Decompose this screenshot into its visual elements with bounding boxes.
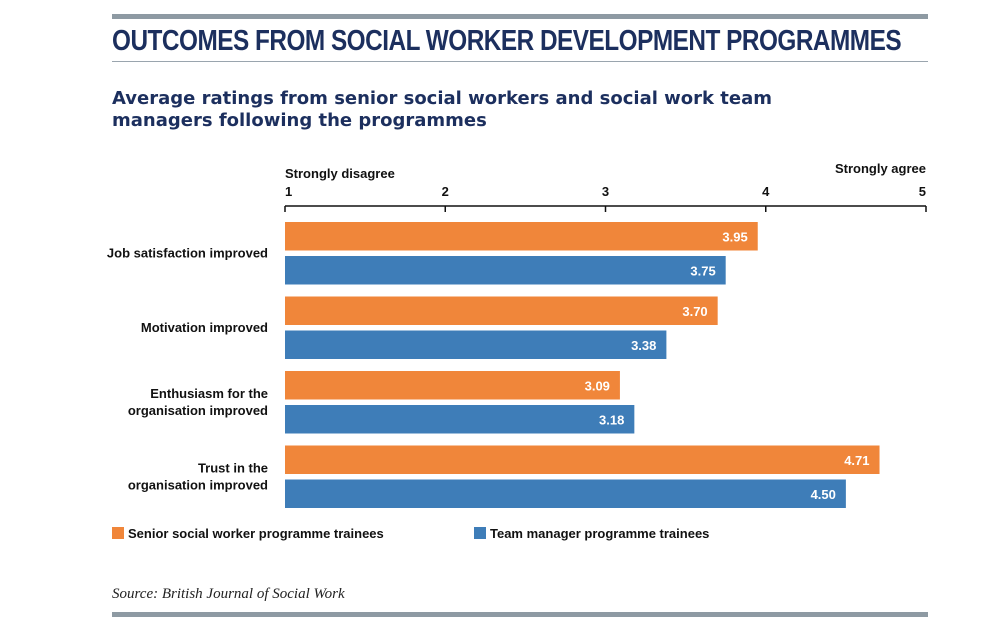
top-rule xyxy=(112,14,928,19)
data-label: 4.50 xyxy=(811,487,836,502)
category-label: organisation improved xyxy=(128,477,268,492)
legend-label: Team manager programme trainees xyxy=(490,526,709,541)
bar-manager xyxy=(285,479,846,508)
bar-chart: Strongly disagree Strongly agree 1 2 3 4 5 Job … xyxy=(107,161,927,541)
source-note: Source: British Journal of Social Work xyxy=(112,586,345,602)
category-label: Job satisfaction improved xyxy=(107,245,268,260)
data-label: 3.75 xyxy=(690,263,715,278)
x-tick-label: 3 xyxy=(602,184,609,199)
x-tick-label: 1 xyxy=(285,184,292,199)
scale-max-label: Strongly agree xyxy=(835,161,926,176)
data-label: 3.18 xyxy=(599,412,624,427)
data-label: 3.09 xyxy=(585,378,610,393)
category-label: organisation improved xyxy=(128,403,268,418)
data-label: 3.70 xyxy=(682,304,707,319)
legend-label: Senior social worker programme trainees xyxy=(128,526,384,541)
category-label: Trust in the xyxy=(198,460,268,475)
chart-title: OUTCOMES FROM SOCIAL WORKER DEVELOPMENT … xyxy=(112,25,902,57)
bar-senior xyxy=(285,371,620,400)
bottom-rule xyxy=(112,612,928,617)
bar-senior xyxy=(285,222,758,251)
x-tick-label: 4 xyxy=(762,184,770,199)
bar-manager xyxy=(285,330,667,359)
data-label: 3.95 xyxy=(722,229,747,244)
bar-manager xyxy=(285,256,726,285)
data-label: 3.38 xyxy=(631,338,656,353)
bar-manager xyxy=(285,405,635,434)
title-divider xyxy=(112,61,928,62)
bar-senior xyxy=(285,445,880,474)
bar-senior xyxy=(285,296,718,325)
category-label: Enthusiasm for the xyxy=(150,386,268,401)
chart-subtitle: Average ratings from senior social worke… xyxy=(112,88,772,131)
scale-min-label: Strongly disagree xyxy=(285,166,395,181)
data-label: 4.71 xyxy=(844,453,869,468)
category-label: Motivation improved xyxy=(141,320,268,335)
x-tick-label: 5 xyxy=(919,184,926,199)
legend-swatch-manager xyxy=(474,527,486,539)
x-tick-label: 2 xyxy=(442,184,449,199)
legend-swatch-senior xyxy=(112,527,124,539)
